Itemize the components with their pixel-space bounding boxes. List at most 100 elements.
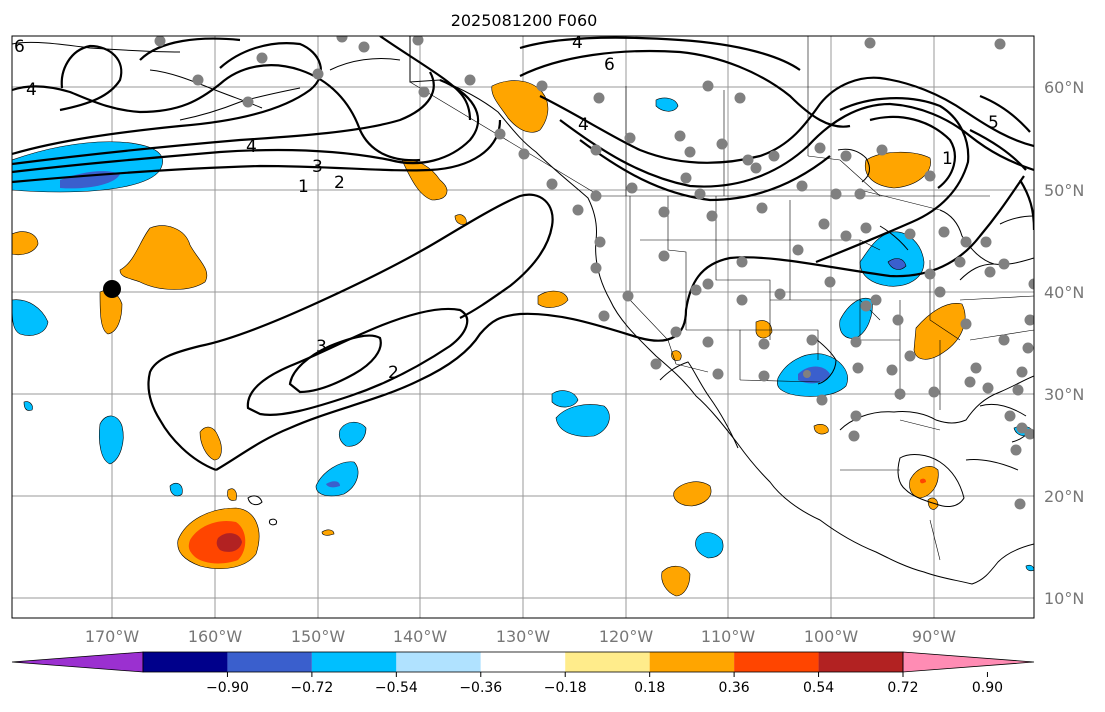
station-dot	[546, 178, 558, 190]
station-dot	[960, 318, 972, 330]
station-dot	[742, 154, 754, 166]
contour-label: 4	[26, 80, 37, 100]
contour-label: 6	[14, 37, 25, 57]
lat-label: 60°N	[1044, 78, 1084, 97]
contour-label: 3	[312, 157, 323, 177]
station-dot	[622, 290, 634, 302]
coastlines	[12, 36, 1034, 585]
station-dot	[1016, 366, 1028, 378]
station-dot	[814, 142, 826, 154]
station-dot	[694, 188, 706, 200]
station-dot	[624, 132, 636, 144]
station-dot	[860, 222, 872, 234]
station-dot	[830, 188, 842, 200]
location-marker	[103, 280, 121, 298]
station-dot	[758, 370, 770, 382]
contour-label: 4	[246, 137, 257, 157]
station-dot	[736, 256, 748, 268]
lat-label: 30°N	[1044, 385, 1084, 404]
contour-label: 4	[572, 33, 583, 53]
colorbar-segment	[649, 652, 735, 672]
station-dot	[970, 362, 982, 374]
contour-label: 1	[298, 177, 309, 197]
colorbar-segment	[734, 652, 819, 672]
station-dot	[684, 146, 696, 158]
station-dot	[984, 266, 996, 278]
station-dot	[818, 218, 830, 230]
contour-label: 5	[988, 113, 999, 133]
station-dot	[994, 38, 1006, 50]
station-dot	[938, 226, 950, 238]
station-dot	[860, 300, 872, 312]
station-dot	[854, 188, 866, 200]
station-dot	[850, 410, 862, 422]
station-dot	[840, 230, 852, 242]
station-dot	[894, 388, 906, 400]
lat-label: 50°N	[1044, 181, 1084, 200]
station-dot	[796, 180, 808, 192]
station-dot	[598, 310, 610, 322]
station-dot	[982, 382, 994, 394]
station-dot	[1024, 314, 1034, 326]
lon-label: 100°W	[804, 627, 859, 646]
colorbar-ticks: −0.90 −0.72 −0.54 −0.36 −0.18 0.18 0.36 0.54 0.7…	[206, 672, 1003, 696]
station-dot	[670, 326, 682, 338]
colorbar-tick-label: −0.72	[290, 680, 333, 696]
station-dot	[590, 262, 602, 274]
station-dot	[852, 362, 864, 374]
station-dot	[1010, 444, 1022, 456]
contour-label: 1	[942, 149, 953, 169]
station-dot	[792, 244, 804, 256]
station-dot	[1024, 428, 1034, 440]
station-dot	[954, 256, 966, 268]
colorbar-segment	[818, 652, 903, 672]
station-dot	[756, 202, 768, 214]
lon-label: 160°W	[188, 627, 243, 646]
station-dot	[418, 86, 430, 98]
colorbar-tick-label: 0.18	[634, 680, 665, 696]
lon-label: 110°W	[701, 627, 756, 646]
station-dot	[1016, 422, 1028, 434]
station-dot	[934, 286, 946, 298]
station-dot	[702, 336, 714, 348]
station-dot	[518, 148, 530, 160]
contour-labels: 6 4 6 4 4 3 2 1 5 1 3 2 4	[14, 33, 999, 383]
colorbar-tick-label: −0.90	[206, 680, 249, 696]
lat-label: 10°N	[1044, 589, 1084, 608]
station-dot	[904, 228, 916, 240]
station-dot	[768, 150, 780, 162]
station-dot	[816, 394, 828, 406]
lon-label: 170°W	[85, 627, 140, 646]
station-dot	[658, 206, 670, 218]
station-dot	[758, 338, 770, 350]
station-dot	[593, 92, 605, 104]
station-dot	[716, 138, 728, 150]
latitude-labels: 60°N 50°N 40°N 30°N 20°N 10°N	[1044, 78, 1084, 608]
station-dot	[256, 52, 268, 64]
station-dot	[886, 364, 898, 376]
station-dot	[680, 172, 692, 184]
station-dot	[626, 182, 638, 194]
shaded-field	[12, 80, 1034, 597]
station-dot	[870, 294, 882, 306]
contours	[12, 36, 1034, 472]
lon-label: 120°W	[599, 627, 654, 646]
station-dot	[650, 358, 662, 370]
colorbar-extend-low	[11, 651, 144, 673]
station-dot	[590, 144, 602, 156]
colorbar-tick-label: −0.36	[459, 680, 502, 696]
colorbar-segment	[143, 652, 228, 672]
station-dot	[924, 170, 936, 182]
colorbar-tick-label: 0.72	[887, 680, 918, 696]
station-dot	[358, 41, 370, 53]
station-dot	[594, 236, 606, 248]
station-dot	[750, 162, 762, 174]
colorbar-tick-label: −0.18	[544, 680, 587, 696]
station-dot	[980, 236, 992, 248]
colorbar-tick-label: 0.54	[803, 680, 834, 696]
station-dot	[806, 334, 818, 346]
station-dot	[702, 80, 714, 92]
station-dot	[242, 96, 254, 108]
station-dot	[774, 288, 786, 300]
longitude-labels: 170°W 160°W 150°W 140°W 130°W 120°W 110°…	[85, 627, 956, 646]
